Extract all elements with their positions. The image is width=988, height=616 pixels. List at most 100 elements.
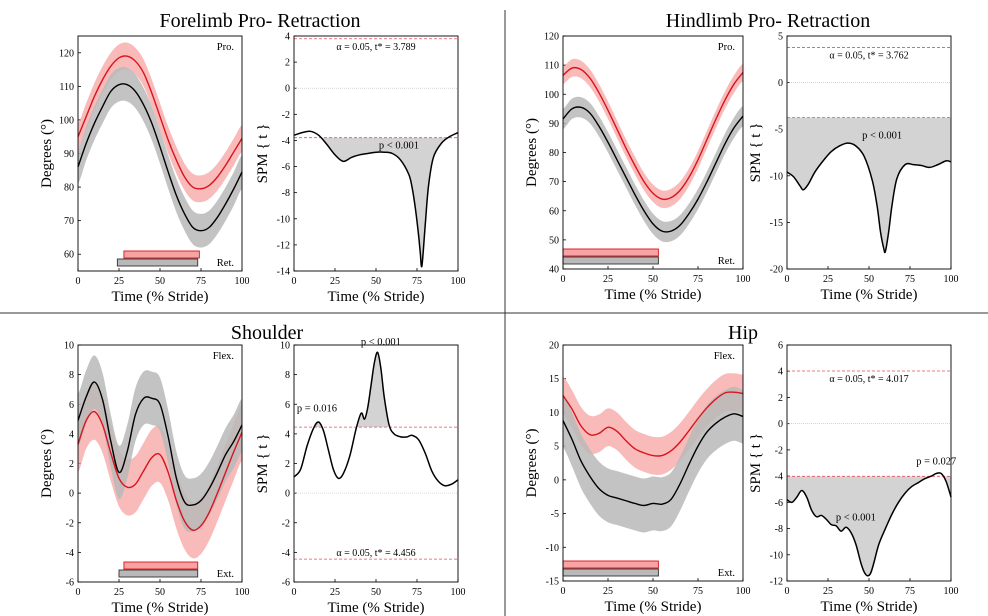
hip-kinematics-xtick-label: 75 [693, 586, 703, 597]
shoulder-spm-ytick-label: -4 [282, 548, 290, 559]
forelimb-kinematics-ytick-label: 120 [59, 48, 74, 59]
hindlimb-spm-xtick-label: 50 [864, 274, 874, 285]
shoulder-kinematics-xtick-label: 0 [76, 587, 81, 598]
hindlimb-kinematics-ytick-label: 50 [549, 235, 559, 246]
shoulder-kinematics-chart: 0 25 50 75 100 -6 -4 -2 0 2 4 6 8 10 Time (% Stride) De… [39, 341, 250, 616]
hip-kinematics-xtick-label: 25 [603, 586, 613, 597]
forelimb-spm-ylabel: SPM { t } [255, 124, 271, 184]
shoulder-spm-suprathreshold-fill-pos [314, 352, 390, 428]
hip-kinematics-mean-line-red [562, 391, 744, 457]
hindlimb-kinematics-ytick-label: 60 [549, 206, 559, 217]
forelimb-panel: 0 25 50 75 100 60 70 80 90 100 110 120 Time (% Strid… [39, 32, 466, 306]
hip-kinematics-ytick-label: -5 [551, 509, 559, 520]
shoulder-kinematics-ytick-label: 4 [69, 429, 74, 440]
forelimb-spm-ytick-label: -10 [277, 214, 290, 225]
forelimb-kinematics-ytick-label: 70 [64, 216, 74, 227]
shoulder-spm-p-value-label: p = 0.016 [297, 404, 337, 415]
hip-kinematics-ytick-label: 5 [554, 442, 559, 453]
shoulder-spm-p-value-label: p < 0.001 [361, 337, 401, 348]
hindlimb-kinematics-stance-bar-grey [562, 256, 659, 265]
shoulder-spm-chart: 0 25 50 75 100 -6 -4 -2 0 2 4 6 8 10 Time (% Stride) SP… [255, 337, 466, 616]
forelimb-spm-ytick-label: -6 [282, 162, 290, 173]
hindlimb-spm-spm-curve [786, 142, 952, 254]
hip-spm-suprathreshold-fill-neg [787, 476, 951, 576]
forelimb-kinematics-mean-line-black [77, 83, 243, 232]
hip-spm-ylabel: SPM { t } [748, 433, 764, 493]
hindlimb-spm-xtick-label: 25 [823, 274, 833, 285]
shoulder-kinematics-xtick-label: 25 [114, 587, 124, 598]
hindlimb-kinematics-mean-line-red [562, 66, 744, 201]
shoulder-kinematics-band-black [78, 355, 242, 532]
forelimb-kinematics-axes-frame [77, 35, 243, 272]
shoulder-kinematics-ytick-label: -2 [66, 518, 74, 529]
forelimb-spm-ytick-label: -12 [277, 240, 290, 251]
forelimb-kinematics-ytick-label: 100 [59, 115, 74, 126]
hindlimb-spm-ytick-label: -20 [770, 265, 783, 276]
shoulder-spm-xtick-label: 0 [292, 587, 297, 598]
hip-kinematics-xtick-label: 50 [648, 586, 658, 597]
shoulder-kinematics-xtick-label: 100 [235, 587, 250, 598]
hindlimb-spm-xtick-label: 0 [785, 274, 790, 285]
forelimb-spm-ytick-label: -8 [282, 188, 290, 199]
hip-spm-ytick-label: 2 [778, 393, 783, 404]
shoulder-spm-ytick-label: 0 [285, 489, 290, 500]
hip-kinematics-xlabel: Time (% Stride) [605, 599, 702, 615]
shoulder-spm-ytick-label: 2 [285, 459, 290, 470]
hip-spm-xlabel: Time (% Stride) [821, 599, 918, 615]
hindlimb-kinematics-mean-line-black [562, 106, 744, 233]
shoulder-kinematics-top-label: Flex. [213, 351, 234, 362]
forelimb-kinematics-band-black [78, 67, 242, 248]
shoulder-kinematics-xtick-label: 50 [155, 587, 165, 598]
hip-spm-xtick-label: 75 [905, 586, 915, 597]
shoulder-spm-ylabel: SPM { t } [255, 434, 271, 494]
shoulder-kinematics-stance-bar-grey [118, 569, 199, 578]
hindlimb-kinematics-xlabel: Time (% Stride) [605, 287, 702, 303]
panel-title-hindlimb: Hindlimb Pro- Retraction [666, 10, 870, 32]
forelimb-spm-ytick-label: 4 [285, 32, 290, 43]
shoulder-spm-ytick-label: 8 [285, 370, 290, 381]
shoulder-spm-critical-label: α = 0.05, t* = 4.456 [336, 548, 415, 559]
hindlimb-kinematics-ytick-label: 70 [549, 177, 559, 188]
forelimb-spm-spm-curve [293, 130, 459, 268]
shoulder-kinematics-xlabel: Time (% Stride) [112, 600, 209, 616]
hindlimb-kinematics-ytick-label: 80 [549, 148, 559, 159]
hindlimb-kinematics-chart: 0 25 50 75 100 40 50 60 70 80 90 100 110 120 Time (% S… [524, 32, 751, 304]
hindlimb-spm-ylabel: SPM { t } [748, 123, 764, 183]
shoulder-spm-xtick-label: 25 [330, 587, 340, 598]
hip-spm-xtick-label: 100 [944, 586, 959, 597]
hip-spm-ytick-label: 4 [778, 367, 783, 378]
forelimb-spm-axes-frame [293, 35, 459, 272]
forelimb-kinematics-ytick-label: 90 [64, 149, 74, 160]
hip-spm-ytick-label: -10 [770, 550, 783, 561]
forelimb-spm-suprathreshold-fill-neg [321, 137, 448, 267]
forelimb-kinematics-xtick-label: 100 [235, 276, 250, 287]
hindlimb-kinematics-ytick-label: 120 [544, 32, 559, 43]
forelimb-spm-p-value-label: p < 0.001 [379, 140, 419, 151]
shoulder-kinematics-ytick-label: 6 [69, 400, 74, 411]
hindlimb-kinematics-ytick-label: 100 [544, 90, 559, 101]
hip-spm-spm-curve [786, 472, 952, 577]
forelimb-spm-xtick-label: 25 [330, 276, 340, 287]
shoulder-kinematics-stance-bar-red [123, 561, 199, 570]
hip-kinematics-chart: 0 25 50 75 100 -15 -10 -5 0 5 10 15 20 Time (% Stride… [524, 341, 751, 616]
panel-title-hip: Hip [728, 322, 758, 344]
hindlimb-spm-xlabel: Time (% Stride) [821, 287, 918, 303]
forelimb-kinematics-mean-line-red [77, 55, 243, 190]
hip-kinematics-stance-bar-red [562, 560, 659, 569]
forelimb-kinematics-xtick-label: 0 [76, 276, 81, 287]
hip-spm-ytick-label: -12 [770, 577, 783, 588]
hip-spm-xtick-label: 0 [785, 586, 790, 597]
shoulder-spm-ytick-label: -6 [282, 578, 290, 589]
forelimb-kinematics-chart: 0 25 50 75 100 60 70 80 90 100 110 120 Time (% Strid… [39, 35, 250, 305]
hindlimb-kinematics-xtick-label: 50 [648, 274, 658, 285]
shoulder-kinematics-ytick-label: 10 [64, 341, 74, 352]
hindlimb-kinematics-axes-frame [562, 35, 744, 270]
hindlimb-kinematics-ytick-label: 110 [544, 61, 559, 72]
shoulder-spm-ytick-label: 10 [280, 341, 290, 352]
hindlimb-kinematics-ytick-label: 40 [549, 265, 559, 276]
forelimb-kinematics-xlabel: Time (% Stride) [112, 289, 209, 305]
